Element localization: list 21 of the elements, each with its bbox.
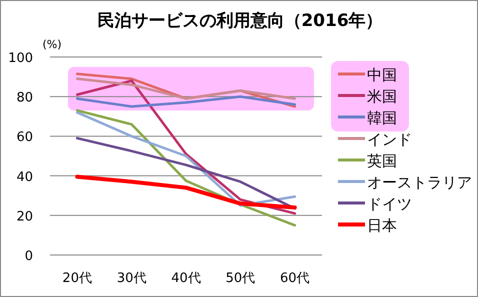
- legend-label: 日本: [367, 216, 397, 234]
- chart-title: 民泊サービスの利用意向（2016年）: [97, 11, 383, 31]
- legend-label: 中国: [367, 66, 397, 84]
- x-tick-label: 50代: [226, 271, 256, 286]
- y-tick-label: 60: [16, 130, 33, 146]
- y-tick-label: 100: [8, 51, 33, 66]
- x-tick-label: 60代: [280, 271, 310, 286]
- legend-label: ドイツ: [367, 195, 412, 213]
- legend-label: 英国: [367, 152, 397, 170]
- y-tick-label: 20: [16, 209, 33, 224]
- x-tick-label: 30代: [116, 271, 146, 286]
- legend-label: オーストラリア: [367, 174, 472, 192]
- y-tick-label: 40: [16, 170, 33, 185]
- legend-label: インド: [367, 130, 412, 148]
- y-tick-label: 0: [24, 249, 33, 264]
- legend-label: 米国: [367, 88, 397, 106]
- x-tick-label: 20代: [62, 271, 92, 286]
- y-axis-title: (%): [42, 38, 62, 51]
- x-tick-label: 40代: [171, 271, 201, 286]
- y-tick-label: 80: [16, 90, 33, 106]
- legend-label: 韓国: [367, 109, 397, 127]
